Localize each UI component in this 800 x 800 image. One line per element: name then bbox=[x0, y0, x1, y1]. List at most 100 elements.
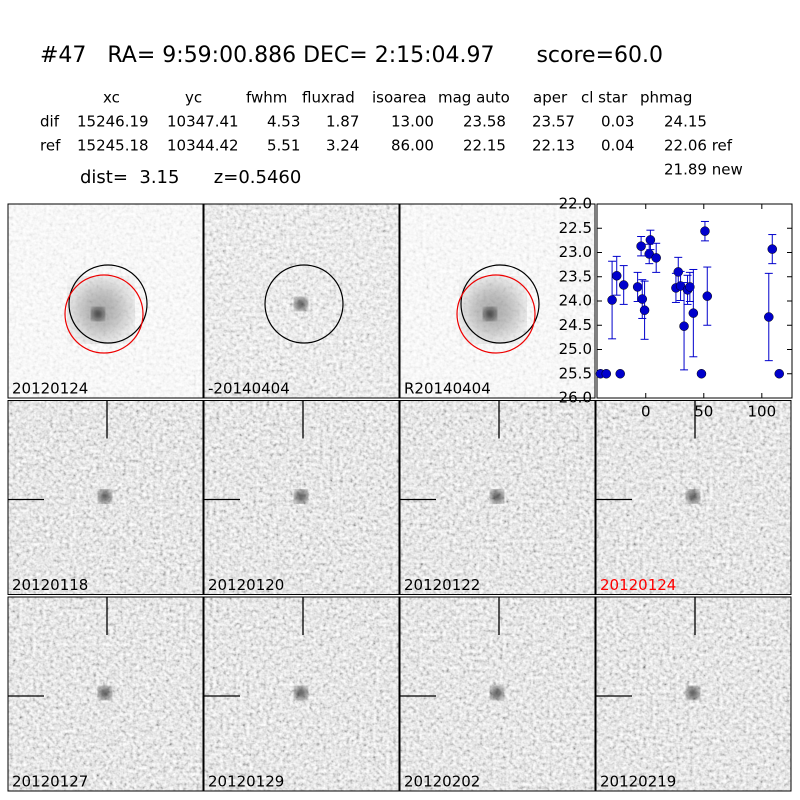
data-point bbox=[767, 244, 778, 254]
data-point bbox=[639, 305, 650, 315]
source bbox=[295, 490, 307, 503]
table-cell: 5.51 bbox=[267, 137, 300, 155]
table-cell: 22.06 ref bbox=[664, 137, 733, 155]
phmag-new: 21.89 new bbox=[664, 161, 743, 179]
y-tick-label: 22.0 bbox=[559, 195, 592, 213]
image-panel: R20140404 bbox=[399, 203, 596, 399]
panel-label: 20120124 bbox=[600, 576, 676, 594]
image-panel: 20120118 bbox=[7, 400, 204, 595]
image-panel: 20120129 bbox=[203, 596, 400, 792]
column-header: fwhm bbox=[246, 89, 287, 107]
data-point bbox=[632, 282, 643, 292]
aperture-circle bbox=[68, 264, 148, 344]
table-cell: 15245.18 bbox=[77, 137, 149, 155]
panel-border bbox=[7, 203, 204, 399]
panel-label: 20120118 bbox=[12, 576, 88, 594]
panel-label: R20140404 bbox=[404, 380, 491, 398]
data-point bbox=[679, 321, 689, 331]
column-header: isoarea bbox=[372, 89, 427, 107]
panels: 20120124 -20140404 R20140404 20120118 201201… bbox=[7, 203, 792, 792]
table-cell: 10347.41 bbox=[167, 113, 239, 131]
data-point bbox=[615, 369, 625, 379]
y-tick-label: 24.5 bbox=[559, 316, 592, 334]
image-panel: 20120124 bbox=[7, 203, 204, 399]
source bbox=[491, 490, 503, 503]
data-point bbox=[700, 226, 710, 236]
data-point bbox=[651, 253, 661, 263]
source bbox=[99, 687, 111, 699]
table-cell: 86.00 bbox=[391, 137, 434, 155]
column-header: yc bbox=[185, 89, 202, 107]
table-cell: 22.15 bbox=[463, 137, 506, 155]
data-point bbox=[764, 312, 774, 322]
row-label: ref bbox=[40, 137, 61, 155]
aperture-circle-ref bbox=[64, 274, 144, 354]
table-cell: 23.58 bbox=[463, 113, 506, 131]
image-panel: -20140404 bbox=[203, 203, 400, 399]
panel-label: 20120122 bbox=[404, 576, 480, 594]
panel-label: -20140404 bbox=[208, 380, 290, 398]
table-cell: 24.15 bbox=[664, 113, 707, 131]
aperture-circle-ref bbox=[456, 274, 536, 354]
column-header: xc bbox=[103, 89, 120, 107]
source bbox=[484, 308, 496, 320]
aperture-circle bbox=[460, 264, 540, 344]
column-header: fluxrad bbox=[302, 89, 355, 107]
table-cell: 13.00 bbox=[391, 113, 434, 131]
aperture-circle bbox=[264, 264, 344, 344]
panel-label: 20120120 bbox=[208, 576, 284, 594]
panel-border bbox=[203, 596, 400, 792]
image-panel: 20120202 bbox=[399, 596, 596, 792]
source bbox=[687, 687, 699, 699]
y-tick-label: 23.0 bbox=[559, 243, 592, 261]
data-point bbox=[636, 241, 646, 251]
panel-border bbox=[399, 203, 596, 399]
source bbox=[92, 308, 104, 320]
title: #47 RA= 9:59:00.886 DEC= 2:15:04.97 scor… bbox=[40, 43, 663, 68]
table-cell: 1.87 bbox=[326, 113, 359, 131]
y-tick-label: 23.5 bbox=[559, 267, 592, 285]
panel-border bbox=[399, 596, 596, 792]
table-cell: 0.04 bbox=[601, 137, 634, 155]
image-panel: 20120122 bbox=[399, 400, 596, 595]
column-header: phmag bbox=[640, 89, 692, 107]
panel-label: 20120219 bbox=[600, 773, 676, 791]
panel-border bbox=[399, 400, 596, 595]
image-panel: 20120124 bbox=[595, 400, 792, 595]
column-header: cl star bbox=[581, 89, 628, 107]
y-tick-label: 22.5 bbox=[559, 219, 592, 237]
data-point bbox=[774, 369, 784, 379]
source bbox=[491, 687, 503, 699]
panel-label: 20120202 bbox=[404, 773, 480, 791]
source bbox=[99, 490, 111, 503]
table-cell: 23.57 bbox=[532, 113, 575, 131]
data-point bbox=[601, 369, 612, 379]
column-header: aper bbox=[533, 89, 568, 107]
panel-label: 20120127 bbox=[12, 773, 88, 791]
data-point bbox=[607, 295, 617, 305]
table-cell: 0.03 bbox=[601, 113, 634, 131]
image-panel: 20120127 bbox=[7, 596, 204, 792]
panel-border bbox=[595, 596, 792, 792]
data-point bbox=[685, 282, 695, 292]
panel-label: 20120124 bbox=[12, 380, 88, 398]
table-cell: 3.24 bbox=[326, 137, 359, 155]
table-cell: 15246.19 bbox=[77, 113, 149, 131]
panel-border bbox=[7, 596, 204, 792]
panel-label: 20120129 bbox=[208, 773, 284, 791]
y-tick-label: 25.5 bbox=[559, 364, 592, 382]
image-panel: 20120219 bbox=[595, 596, 792, 792]
y-tick-label: 24.0 bbox=[559, 292, 592, 310]
panel-border bbox=[7, 400, 204, 595]
source bbox=[295, 687, 307, 699]
column-header: mag auto bbox=[438, 89, 510, 107]
plot-area bbox=[596, 203, 793, 399]
light-curve: 22.0 22.5 23.0 23.5 24.0 24.5 25.0 25.5 26.0 0 50 1… bbox=[559, 195, 793, 421]
data-point bbox=[611, 271, 622, 281]
source bbox=[295, 298, 307, 310]
y-tick-label: 25.0 bbox=[559, 340, 592, 358]
x-tick-label: 0 bbox=[641, 403, 651, 421]
panel-border bbox=[203, 203, 400, 399]
data-point bbox=[696, 369, 707, 379]
